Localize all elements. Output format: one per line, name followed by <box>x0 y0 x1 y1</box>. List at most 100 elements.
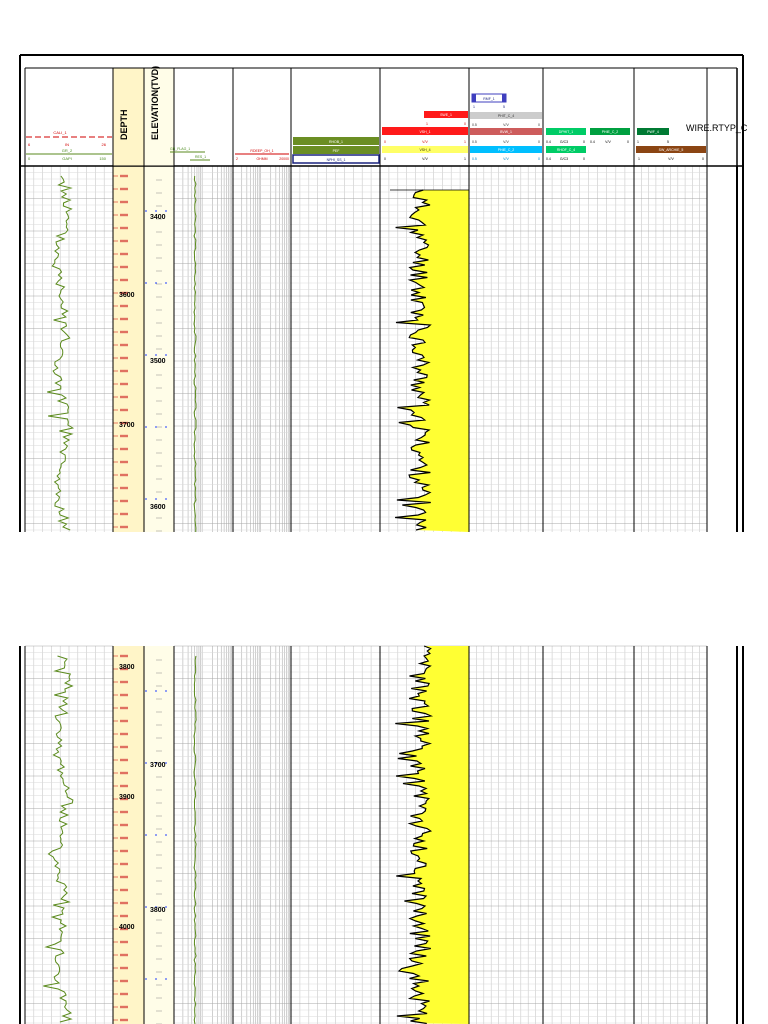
phitc-min: 0.5 <box>472 123 477 127</box>
depth-tick-label <box>120 745 128 749</box>
curve-layer <box>43 175 469 1024</box>
depth-tick-label <box>120 654 128 658</box>
depth-tick-label <box>120 1018 128 1022</box>
phie2-unit: V/V <box>605 140 611 144</box>
depth-tick-label <box>120 888 128 892</box>
rmf-left-mark <box>472 94 476 102</box>
pwf-box <box>637 128 669 135</box>
depth-tick-label <box>120 343 128 347</box>
rhob-box <box>293 137 379 145</box>
elevation-title: ELEVATION(TVD) <box>150 66 160 140</box>
depth-tick-label <box>120 239 128 243</box>
rdeep-max: 20000 <box>279 157 289 161</box>
sw-archie-min: 1 <box>638 157 640 161</box>
dphit-unit: G/C3 <box>560 140 568 144</box>
phie2-name: PHIE_C_2 <box>602 130 619 134</box>
vsh1-max: 1 <box>464 140 466 144</box>
depth-labels-top: 3600 3700 3400 3500 3600 <box>119 214 166 511</box>
depth-tick-label <box>120 356 128 360</box>
dphit-box <box>546 128 586 135</box>
elevation-label: 3600 <box>150 504 166 511</box>
phitc-unit: V/V <box>503 123 509 127</box>
depth-tick-label <box>120 901 128 905</box>
gr-name: GR_2 <box>62 148 73 153</box>
depth-tick-label <box>120 447 128 451</box>
depth-tick-label <box>120 382 128 386</box>
depth-tick-label <box>120 784 128 788</box>
depth-tick-label <box>120 719 128 723</box>
depth-tick-label <box>120 369 128 373</box>
rhof-name: RHOF_C_4 <box>557 148 575 152</box>
depth-tick-label <box>120 213 128 217</box>
depth-tick-label <box>120 953 128 957</box>
rmf-name: RMF_1 <box>483 97 495 101</box>
nphi-name: NPHI_SS_1 <box>327 158 346 162</box>
phitc-name: PHIT_C_4 <box>498 114 514 118</box>
vsh4-max: 1 <box>464 157 466 161</box>
depth-header-bg <box>112 67 145 167</box>
depth-tick-label <box>120 174 128 178</box>
res-curve <box>193 655 197 1024</box>
depth-tick-label <box>120 200 128 204</box>
sw-archie-unit: V/V <box>668 157 674 161</box>
gr-min: 0 <box>28 156 31 161</box>
depth-tick-label <box>120 1005 128 1009</box>
depth-tick-label <box>120 914 128 918</box>
vsh4-box <box>382 146 468 153</box>
elevation-track-bg <box>144 646 174 1024</box>
depth-tick-label <box>120 395 128 399</box>
vsh1-box <box>382 127 468 135</box>
phie-max: 0 <box>538 157 540 161</box>
cali-name: CALI_1 <box>53 130 67 135</box>
rdeep-min: 2 <box>236 157 238 161</box>
phie-box <box>470 146 542 153</box>
res-curve <box>193 175 197 533</box>
fill-layer <box>395 190 469 1024</box>
dphit-name: DPHIT_1 <box>559 130 573 134</box>
gr-flag-name: GR_FLAG_1 <box>170 147 190 151</box>
depth-tick-label <box>120 732 128 736</box>
depth-tick-label <box>120 680 128 684</box>
depth-label: 4000 <box>119 924 135 931</box>
depth-label: 3900 <box>119 794 135 801</box>
phie-name: PHIE_C_2 <box>498 148 515 152</box>
vsh4-unit: V/V <box>422 157 428 161</box>
depth-tick-label <box>120 317 128 321</box>
depth-tick-label <box>120 797 128 801</box>
pef-box <box>293 146 379 154</box>
swe-name: SWE_1 <box>440 113 452 117</box>
phie-unit: V/V <box>503 157 509 161</box>
depth-tick-label <box>120 421 128 425</box>
depth-tick-label <box>120 836 128 840</box>
phie-min: 0.5 <box>472 157 477 161</box>
rdeep-name: RDEEP_OH_1 <box>250 149 273 153</box>
depth-tick-label <box>120 862 128 866</box>
depth-label: 3700 <box>119 422 135 429</box>
depth-tick-label <box>120 291 128 295</box>
depth-tick-label <box>120 771 128 775</box>
bvw-name: BVW_1 <box>500 130 512 134</box>
bvw-box <box>470 128 542 135</box>
depth-track-bg <box>113 646 144 1024</box>
elevation-label: 3400 <box>150 214 166 221</box>
depth-tick-label <box>120 823 128 827</box>
elevation-label: 3800 <box>150 907 166 914</box>
bvw-unit: V/V <box>503 140 509 144</box>
rhof-box <box>546 146 586 153</box>
pef-name: PEF <box>333 149 340 153</box>
depth-tick-label <box>120 486 128 490</box>
cali-max: 26 <box>102 142 107 147</box>
swe-min: 1 <box>426 122 428 126</box>
rhob-name: RHOB_1 <box>329 140 343 144</box>
dphit-min: 0.4 <box>546 140 551 144</box>
depth-tick-label <box>120 992 128 996</box>
cali-unit: IN <box>65 142 69 147</box>
cali-min: 6 <box>28 142 31 147</box>
depth-labels-bottom: 3800 3900 4000 3700 3800 <box>119 664 166 931</box>
depth-tick-label <box>120 252 128 256</box>
phie2-max: 0 <box>627 140 629 144</box>
depth-tick-label <box>120 460 128 464</box>
swe-max: 0 <box>464 122 466 126</box>
depth-tick-label <box>120 408 128 412</box>
